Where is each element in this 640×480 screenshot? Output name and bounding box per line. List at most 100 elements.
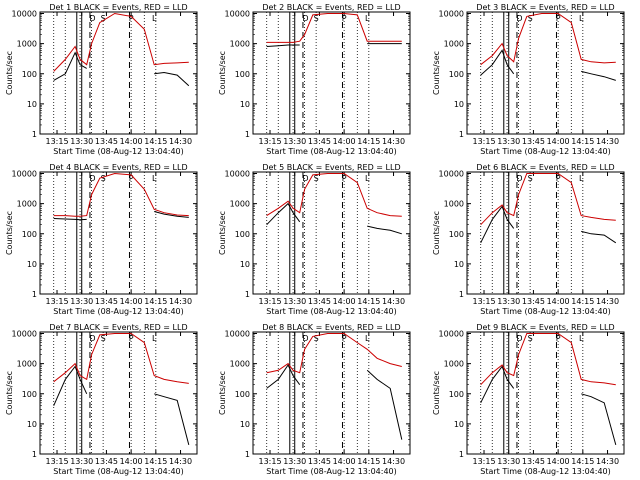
x-tick-label: 14:30 [596, 457, 619, 466]
y-tick-label: 10000 [439, 330, 464, 339]
time-marker-letter: P [342, 174, 347, 183]
time-marker-letter: P [556, 174, 561, 183]
y-tick-label: 1000 [230, 200, 250, 209]
x-tick-label: 13:45 [95, 137, 118, 146]
events-series-line [366, 369, 403, 440]
events-series-line [581, 393, 617, 446]
x-axis-label: Start Time (08-Aug-12 13:04:40) [266, 467, 397, 476]
y-tick-label: 1 [32, 450, 37, 459]
plot-frame [252, 11, 411, 135]
events-series-line [154, 211, 189, 218]
x-axis-label: Start Time (08-Aug-12 13:04:40) [53, 147, 184, 156]
x-tick-label: 14:30 [382, 297, 405, 306]
lld-series-line [480, 13, 616, 66]
time-marker-letter: S [314, 174, 319, 183]
x-tick-label: 13:15 [472, 137, 495, 146]
plot-frame [39, 171, 198, 295]
time-marker-letter: S [528, 14, 533, 23]
x-axis-label: Start Time (08-Aug-12 13:04:40) [480, 147, 611, 156]
x-tick-label: 13:30 [497, 137, 520, 146]
events-series-line [266, 202, 301, 226]
x-tick-label: 14:30 [382, 457, 405, 466]
y-tick-label: 1000 [444, 40, 464, 49]
time-marker-letter: L [365, 174, 370, 183]
lld-series-line [480, 173, 616, 226]
x-tick-label: 14:30 [169, 297, 192, 306]
events-series-line [53, 51, 87, 81]
x-axis-label: Start Time (08-Aug-12 13:04:40) [480, 467, 611, 476]
time-marker-letter: S [314, 334, 319, 343]
x-tick-label: 14:15 [144, 137, 167, 146]
plot-frame [466, 331, 625, 455]
time-marker-letter: L [579, 334, 584, 343]
x-tick-label: 14:00 [120, 457, 143, 466]
events-series-line [581, 70, 616, 81]
time-marker-letter: D [516, 174, 522, 183]
x-tick-label: 14:15 [357, 297, 380, 306]
x-tick-label: 14:00 [547, 457, 570, 466]
y-tick-label: 100 [235, 390, 250, 399]
panel-title: Det 3 BLACK = Events, RED = LLD [476, 3, 614, 12]
y-tick-label: 1000 [230, 40, 250, 49]
x-tick-label: 14:15 [571, 137, 594, 146]
time-marker-letter: S [101, 14, 106, 23]
time-marker-letter: P [556, 14, 561, 23]
detector-panel: Det 5 BLACK = Events, RED = LLD Counts/se… [218, 163, 411, 316]
plot-frame [466, 171, 625, 295]
x-tick-label: 13:15 [258, 297, 281, 306]
time-marker-letter: L [579, 174, 584, 183]
x-tick-label: 14:15 [357, 457, 380, 466]
time-marker-letter: L [579, 14, 584, 23]
events-series-line [367, 225, 402, 235]
y-axis-label: Counts/sec [5, 51, 14, 95]
x-tick-label: 13:15 [472, 457, 495, 466]
x-tick-label: 13:30 [283, 297, 306, 306]
events-series-line [154, 71, 190, 87]
y-tick-label: 10000 [225, 330, 250, 339]
time-marker-letter: S [101, 174, 106, 183]
events-series-line [266, 363, 301, 389]
y-tick-label: 1000 [17, 360, 37, 369]
events-series-line [581, 230, 617, 244]
time-marker-letter: P [342, 334, 347, 343]
panel-title: Det 1 BLACK = Events, RED = LLD [49, 3, 187, 12]
x-tick-label: 13:45 [308, 297, 331, 306]
x-tick-label: 13:30 [70, 137, 93, 146]
y-tick-label: 1000 [444, 360, 464, 369]
detector-panel: Det 7 BLACK = Events, RED = LLD Counts/se… [5, 323, 198, 476]
y-tick-label: 10 [240, 420, 250, 429]
x-tick-label: 14:00 [333, 297, 356, 306]
y-tick-label: 10 [27, 260, 37, 269]
x-tick-label: 14:00 [547, 137, 570, 146]
time-marker-letter: S [101, 334, 106, 343]
time-marker-letter: D [89, 334, 95, 343]
lld-series-line [266, 333, 402, 374]
x-tick-label: 13:15 [472, 297, 495, 306]
y-axis-label: Counts/sec [5, 211, 14, 255]
events-series-line [53, 365, 88, 406]
y-tick-label: 1 [459, 450, 464, 459]
y-tick-label: 100 [22, 70, 37, 79]
time-marker-letter: D [302, 14, 308, 23]
detector-panel: Det 3 BLACK = Events, RED = LLD Counts/se… [432, 3, 625, 156]
y-tick-label: 1 [459, 130, 464, 139]
x-tick-label: 13:15 [45, 457, 68, 466]
y-tick-label: 1 [32, 130, 37, 139]
x-tick-label: 14:00 [333, 137, 356, 146]
y-tick-label: 100 [449, 70, 464, 79]
x-tick-label: 13:30 [497, 457, 520, 466]
y-tick-label: 10 [27, 100, 37, 109]
y-tick-label: 10000 [439, 10, 464, 19]
events-series-line [154, 393, 190, 446]
events-series-line [266, 44, 300, 47]
x-tick-label: 14:30 [596, 297, 619, 306]
x-tick-label: 14:15 [571, 297, 594, 306]
time-marker-letter: P [129, 334, 134, 343]
x-tick-label: 14:30 [382, 137, 405, 146]
y-tick-label: 10000 [225, 10, 250, 19]
y-tick-label: 10 [240, 260, 250, 269]
x-tick-label: 13:15 [258, 137, 281, 146]
time-marker-letter: D [89, 14, 95, 23]
plot-frame [39, 331, 198, 455]
y-tick-label: 10000 [12, 170, 37, 179]
